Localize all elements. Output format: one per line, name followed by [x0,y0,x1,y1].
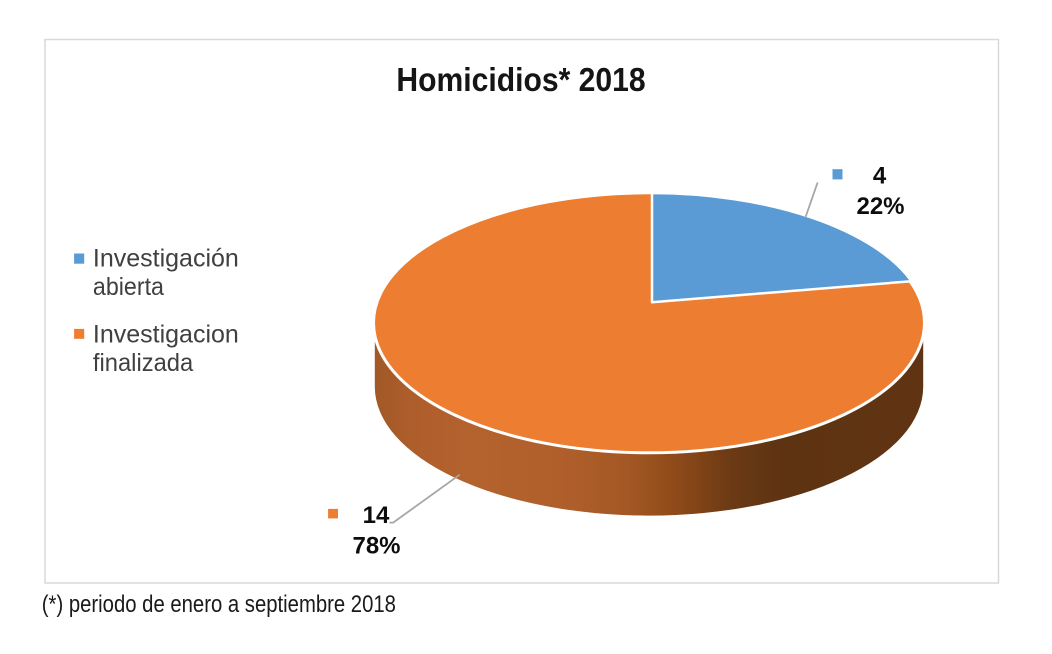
svg-text:22%: 22% [856,193,904,220]
svg-text:Investigacion: Investigacion [93,321,239,349]
svg-text:78%: 78% [352,533,400,560]
svg-text:finalizada: finalizada [93,349,194,377]
svg-text:14: 14 [363,502,390,529]
svg-text:abierta: abierta [93,273,165,301]
svg-text:4: 4 [873,162,887,189]
svg-text:Homicidios* 2018: Homicidios* 2018 [396,61,645,99]
svg-text:Investigación: Investigación [93,245,239,273]
svg-text:(*) periodo de enero a septiem: (*) periodo de enero a septiembre 2018 [42,590,396,617]
